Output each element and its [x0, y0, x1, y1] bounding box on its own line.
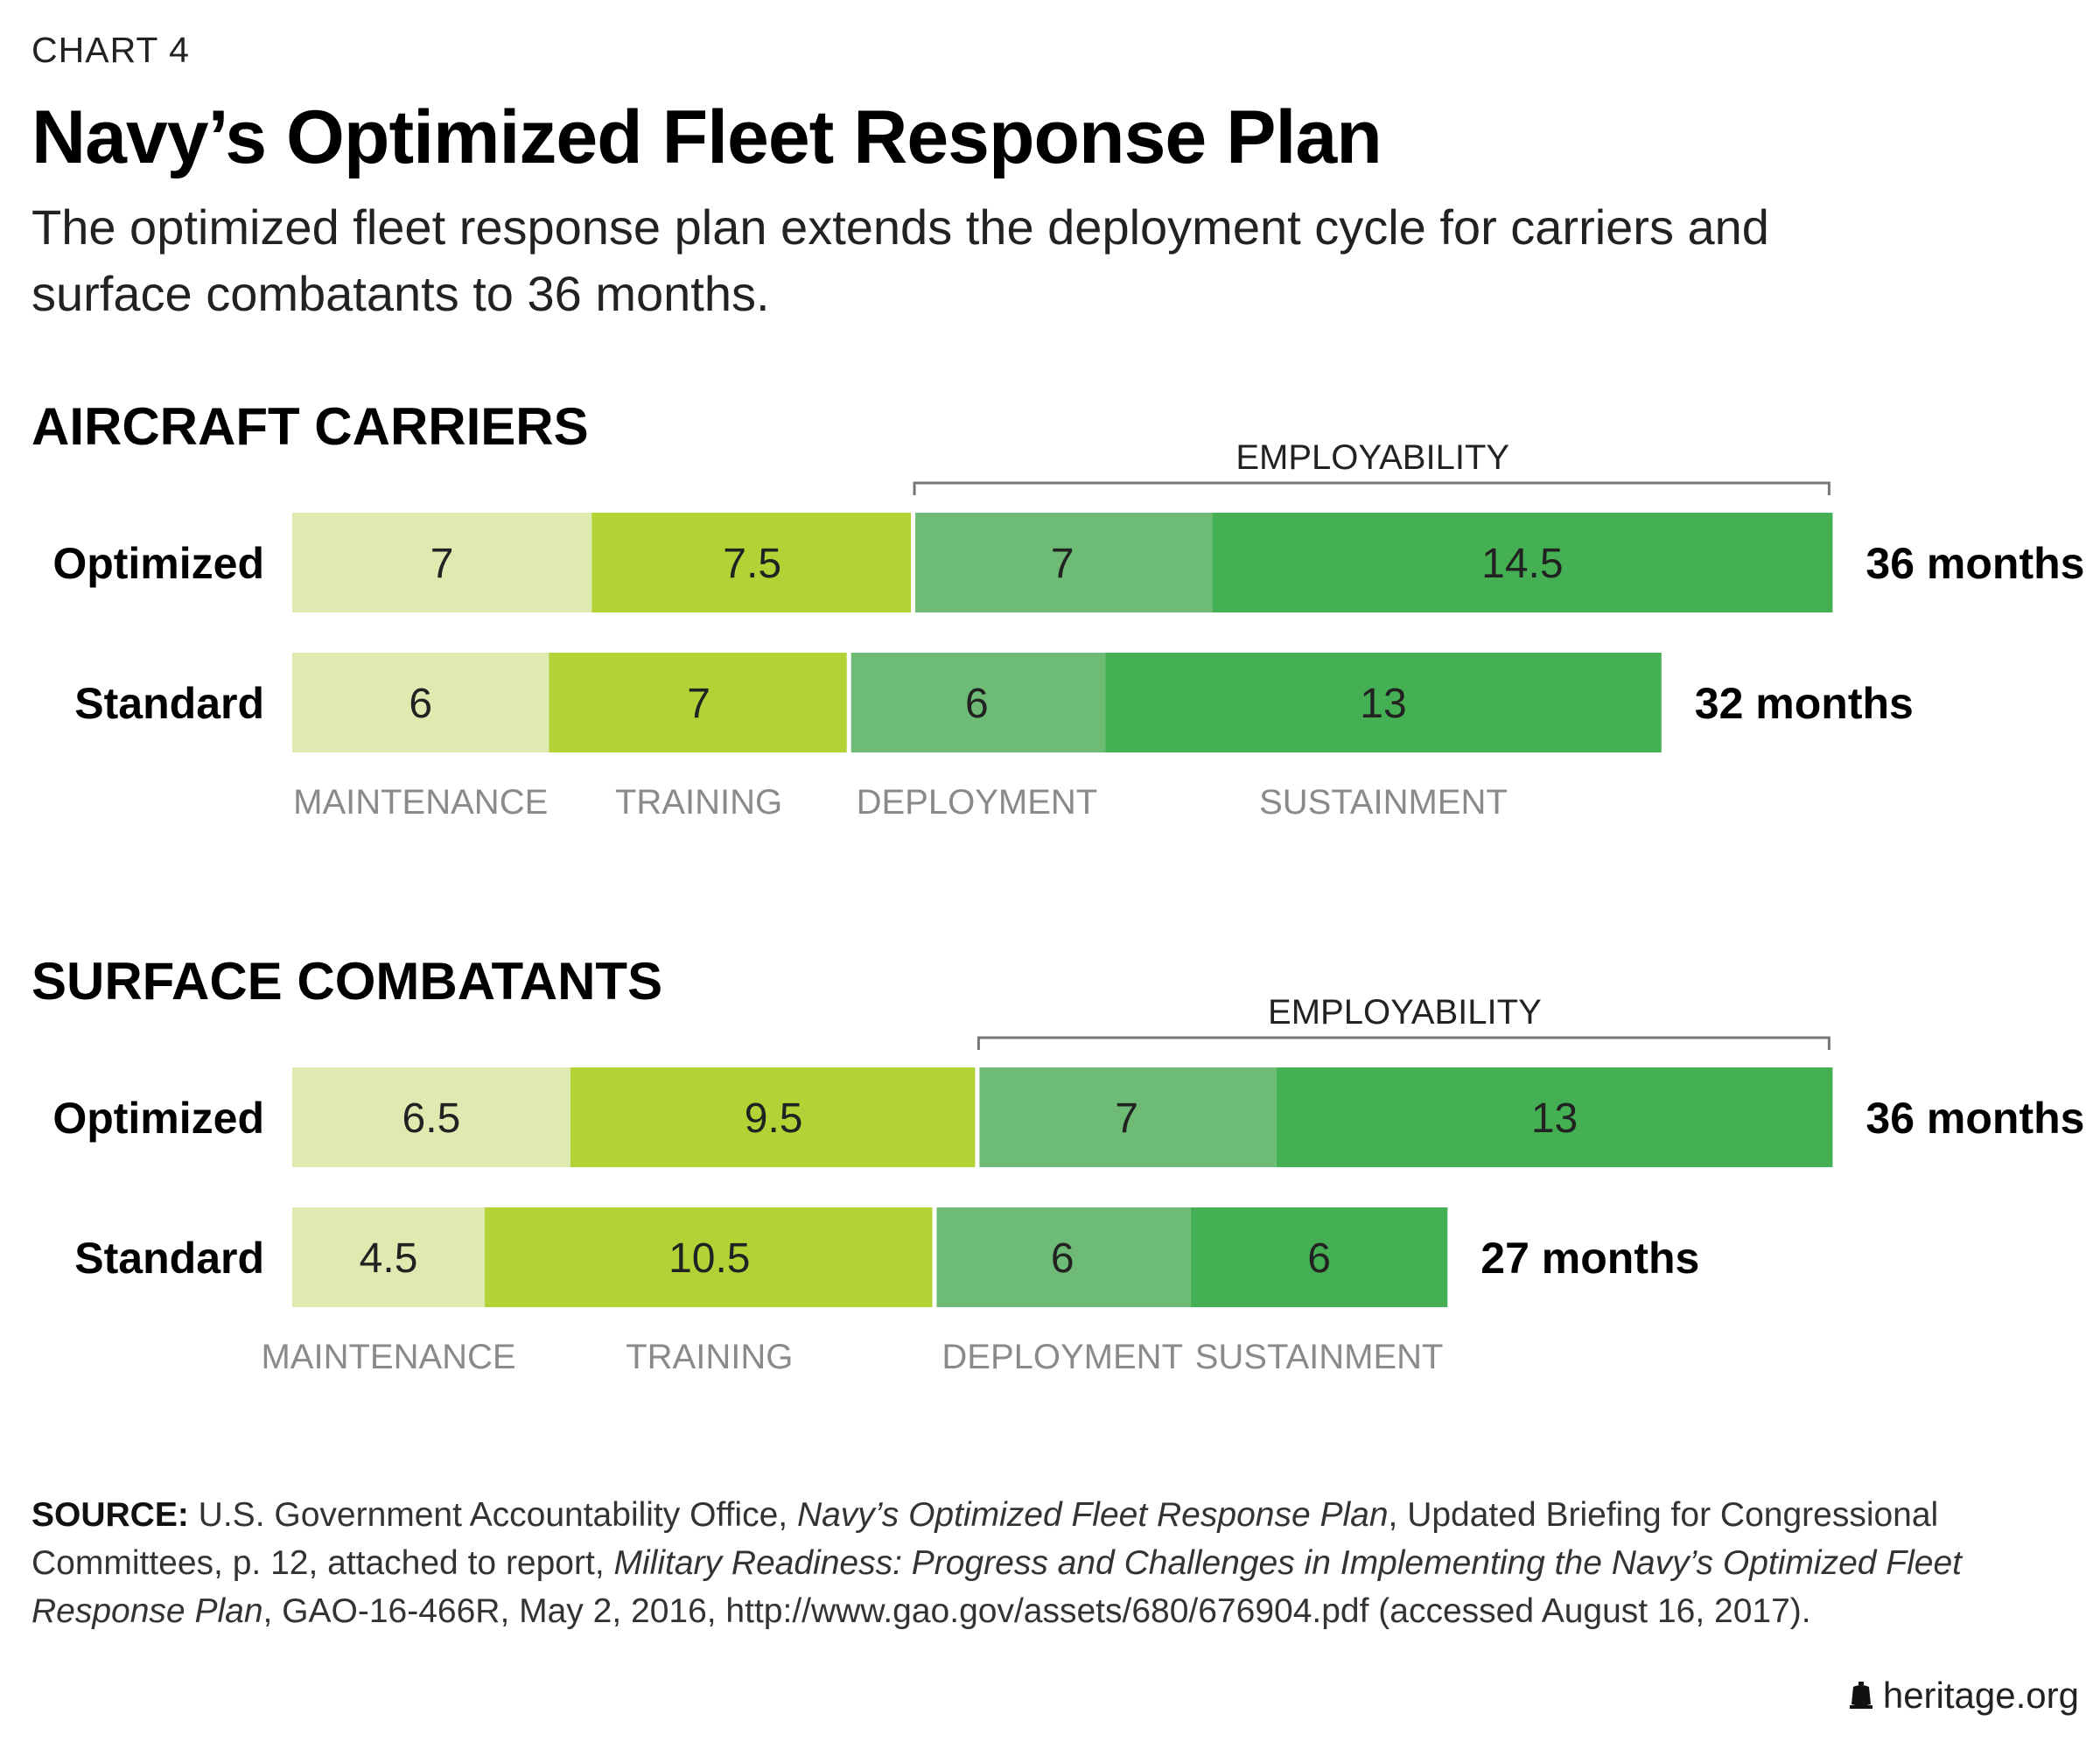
- source-text-1: U.S. Government Accountability Office,: [188, 1496, 797, 1534]
- panel-1-bar-optimized-sustainment: [1212, 513, 1833, 612]
- panel-1-bar-standard-maintenance: [292, 653, 550, 752]
- panel-2-value-label-optimized-maintenance: 6.5: [402, 1095, 461, 1142]
- panel-1-segment-name-deployment: DEPLOYMENT: [857, 783, 1098, 822]
- panel-1-separator-optimized: [911, 513, 916, 612]
- panel-2-value-label-standard-sustainment: 6: [1307, 1235, 1331, 1282]
- panel-1-row-label-standard: Standard: [74, 679, 264, 728]
- panel-2-segment-name-maintenance: MAINTENANCE: [261, 1338, 515, 1376]
- panel-1-title: AIRCRAFT CARRIERS: [32, 397, 589, 456]
- panel-2-bar-standard-sustainment: [1190, 1207, 1448, 1307]
- panel-1-bar-optimized-maintenance: [292, 513, 592, 612]
- panel-2-total-standard: 27 months: [1480, 1234, 1699, 1283]
- source-label: SOURCE:: [32, 1496, 189, 1534]
- source-text-2: , Updated Briefing for Congressional Com…: [32, 1496, 1939, 1582]
- panel-1-bar-standard-training: [549, 653, 849, 752]
- panel-1-segment-name-maintenance: MAINTENANCE: [293, 783, 548, 822]
- panel-2-employability-bracket: [976, 1036, 1830, 1050]
- panel-2-row-label-optimized: Optimized: [52, 1094, 264, 1143]
- panel-2-bar-optimized-sustainment: [1276, 1067, 1833, 1167]
- panel-2-value-label-optimized-deployment: 7: [1115, 1095, 1138, 1142]
- chart-title: Navy’s Optimized Fleet Response Plan: [32, 95, 1382, 179]
- panel-1-value-label-optimized-deployment: 7: [1051, 541, 1074, 587]
- panel-2-segment-name-deployment: DEPLOYMENT: [942, 1338, 1183, 1376]
- panel-1-row-label-optimized: Optimized: [52, 539, 264, 588]
- panel-2-title: SURFACE COMBATANTS: [32, 952, 662, 1011]
- liberty-bell-icon: [1849, 1682, 1872, 1709]
- source-text-3: , GAO-16-466R, May 2, 2016, http://www.g…: [262, 1592, 1811, 1630]
- panel-1-bar-standard-deployment: [848, 653, 1106, 752]
- panel-1-employability-bracket: [913, 481, 1830, 495]
- panel-2-value-label-standard-maintenance: 4.5: [360, 1235, 418, 1282]
- panel-1-value-label-standard-maintenance: 6: [409, 681, 432, 727]
- panel-2-total-optimized: 36 months: [1866, 1094, 2084, 1143]
- panel-1-value-label-standard-sustainment: 13: [1360, 681, 1406, 727]
- panel-1-total-standard: 32 months: [1695, 679, 1914, 728]
- panel-1-bar-standard-sustainment: [1105, 653, 1662, 752]
- panel-2-row-label-standard: Standard: [74, 1234, 264, 1283]
- panel-1-separator-standard: [846, 653, 851, 752]
- panel-1-employability-label: EMPLOYABILITY: [1236, 438, 1509, 477]
- panel-2-bar-standard-training: [485, 1207, 934, 1307]
- brand-text: heritage.org: [1882, 1675, 2079, 1716]
- source-note: SOURCE: U.S. Government Accountability O…: [32, 1491, 2070, 1635]
- panel-2-value-label-standard-deployment: 6: [1051, 1235, 1074, 1282]
- panel-1-segment-name-training: TRAINING: [615, 783, 782, 822]
- panel-2-separator-optimized: [975, 1067, 980, 1167]
- panel-1-value-label-optimized-maintenance: 7: [430, 541, 454, 587]
- panel-2-segment-name-training: TRAINING: [626, 1338, 793, 1376]
- panel-2-bar-standard-deployment: [934, 1207, 1191, 1307]
- panel-1-value-label-standard-deployment: 6: [965, 681, 989, 727]
- panel-1-total-optimized: 36 months: [1866, 539, 2084, 588]
- chart-kicker: CHART 4: [32, 30, 190, 70]
- panel-2-bar-optimized-maintenance: [292, 1067, 570, 1167]
- panel-2-employability-label: EMPLOYABILITY: [1268, 993, 1542, 1032]
- panel-1-value-label-optimized-training: 7.5: [723, 541, 781, 587]
- brand: heritage.org: [1848, 1675, 2079, 1717]
- panel-1-bar-optimized-training: [592, 513, 914, 612]
- panel-2-bar-standard-maintenance: [292, 1207, 486, 1307]
- panel-1-bar-optimized-deployment: [913, 513, 1213, 612]
- panel-2-segment-name-sustainment: SUSTAINMENT: [1195, 1338, 1444, 1376]
- panel-2-bar-optimized-training: [570, 1067, 977, 1167]
- panel-1-value-label-standard-training: 7: [687, 681, 710, 727]
- panel-1-segment-name-sustainment: SUSTAINMENT: [1259, 783, 1508, 822]
- source-italic-1: Navy’s Optimized Fleet Response Plan: [796, 1496, 1389, 1534]
- panel-2-value-label-optimized-sustainment: 13: [1531, 1095, 1578, 1142]
- panel-2-value-label-optimized-training: 9.5: [745, 1095, 803, 1142]
- panel-2-separator-standard: [932, 1207, 937, 1307]
- chart-subtitle: The optimized fleet response plan extend…: [32, 199, 1769, 321]
- panel-2-value-label-standard-training: 10.5: [668, 1235, 750, 1282]
- source-italic-2: Military Readiness: Progress and Challen…: [32, 1544, 1962, 1630]
- panel-2-bar-optimized-deployment: [976, 1067, 1277, 1167]
- panel-1-value-label-optimized-sustainment: 14.5: [1481, 541, 1563, 587]
